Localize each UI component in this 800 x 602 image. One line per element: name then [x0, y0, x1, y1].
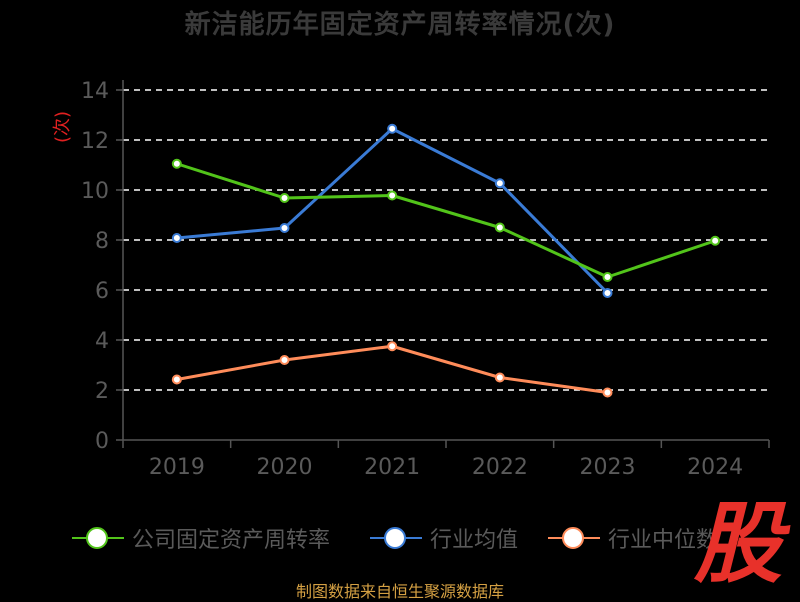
chart-title: 新洁能历年固定资产周转率情况(次): [184, 10, 616, 40]
chart-legend: 公司固定资产周转率 行业均值 行业中位数: [0, 518, 800, 558]
data-point: [494, 178, 505, 189]
legend-item[interactable]: 行业中位数: [548, 518, 718, 558]
y-tick-label: 4: [95, 329, 109, 354]
y-axis-label: (次): [52, 111, 73, 143]
series-line: [176, 127, 609, 295]
data-point: [602, 272, 613, 282]
legend-swatch-icon: [548, 518, 600, 558]
series-line: [176, 344, 608, 394]
legend-swatch-icon: [370, 518, 422, 558]
brand-logo: 股: [693, 492, 782, 595]
data-point: [494, 222, 505, 233]
y-tick-label: 8: [95, 229, 109, 254]
data-point: [279, 223, 290, 233]
legend-item[interactable]: 公司固定资产周转率: [72, 518, 330, 558]
legend-swatch-icon: [72, 518, 124, 558]
legend-label: 公司固定资产周转率: [132, 528, 331, 553]
x-tick-label: 2021: [364, 455, 420, 480]
x-tick-label: 2023: [580, 455, 636, 480]
data-point: [279, 193, 290, 203]
x-tick-label: 2022: [472, 455, 528, 480]
data-point: [710, 235, 721, 246]
line-chart: 0 2 4 6 8 10 12 14 2019 2020 2021 2022 2023 2024 (次): [52, 79, 770, 480]
data-point: [387, 123, 398, 134]
y-tick-label: 10: [81, 179, 109, 204]
y-tick-label: 6: [95, 279, 109, 304]
y-tick-label: 2: [95, 379, 109, 404]
series-line: [176, 162, 716, 279]
y-tick-label: 12: [81, 129, 109, 154]
y-tick-label: 14: [81, 79, 109, 104]
data-source-note: 制图数据来自恒生聚源数据库: [295, 582, 504, 601]
data-point: [171, 374, 182, 385]
legend-item[interactable]: 行业均值: [370, 518, 518, 558]
x-tick-label: 2020: [257, 455, 313, 480]
legend-label: 行业中位数: [608, 528, 719, 553]
y-tick-label: 0: [95, 429, 109, 454]
data-point: [279, 355, 290, 365]
data-point: [171, 233, 182, 243]
data-point: [602, 387, 613, 398]
data-point: [494, 372, 505, 383]
data-point: [602, 288, 613, 298]
data-point: [171, 158, 182, 169]
legend-label: 行业均值: [430, 528, 519, 553]
data-point: [387, 341, 398, 352]
x-tick-label: 2024: [687, 455, 743, 480]
data-point: [387, 190, 398, 201]
x-tick-label: 2019: [149, 455, 205, 480]
